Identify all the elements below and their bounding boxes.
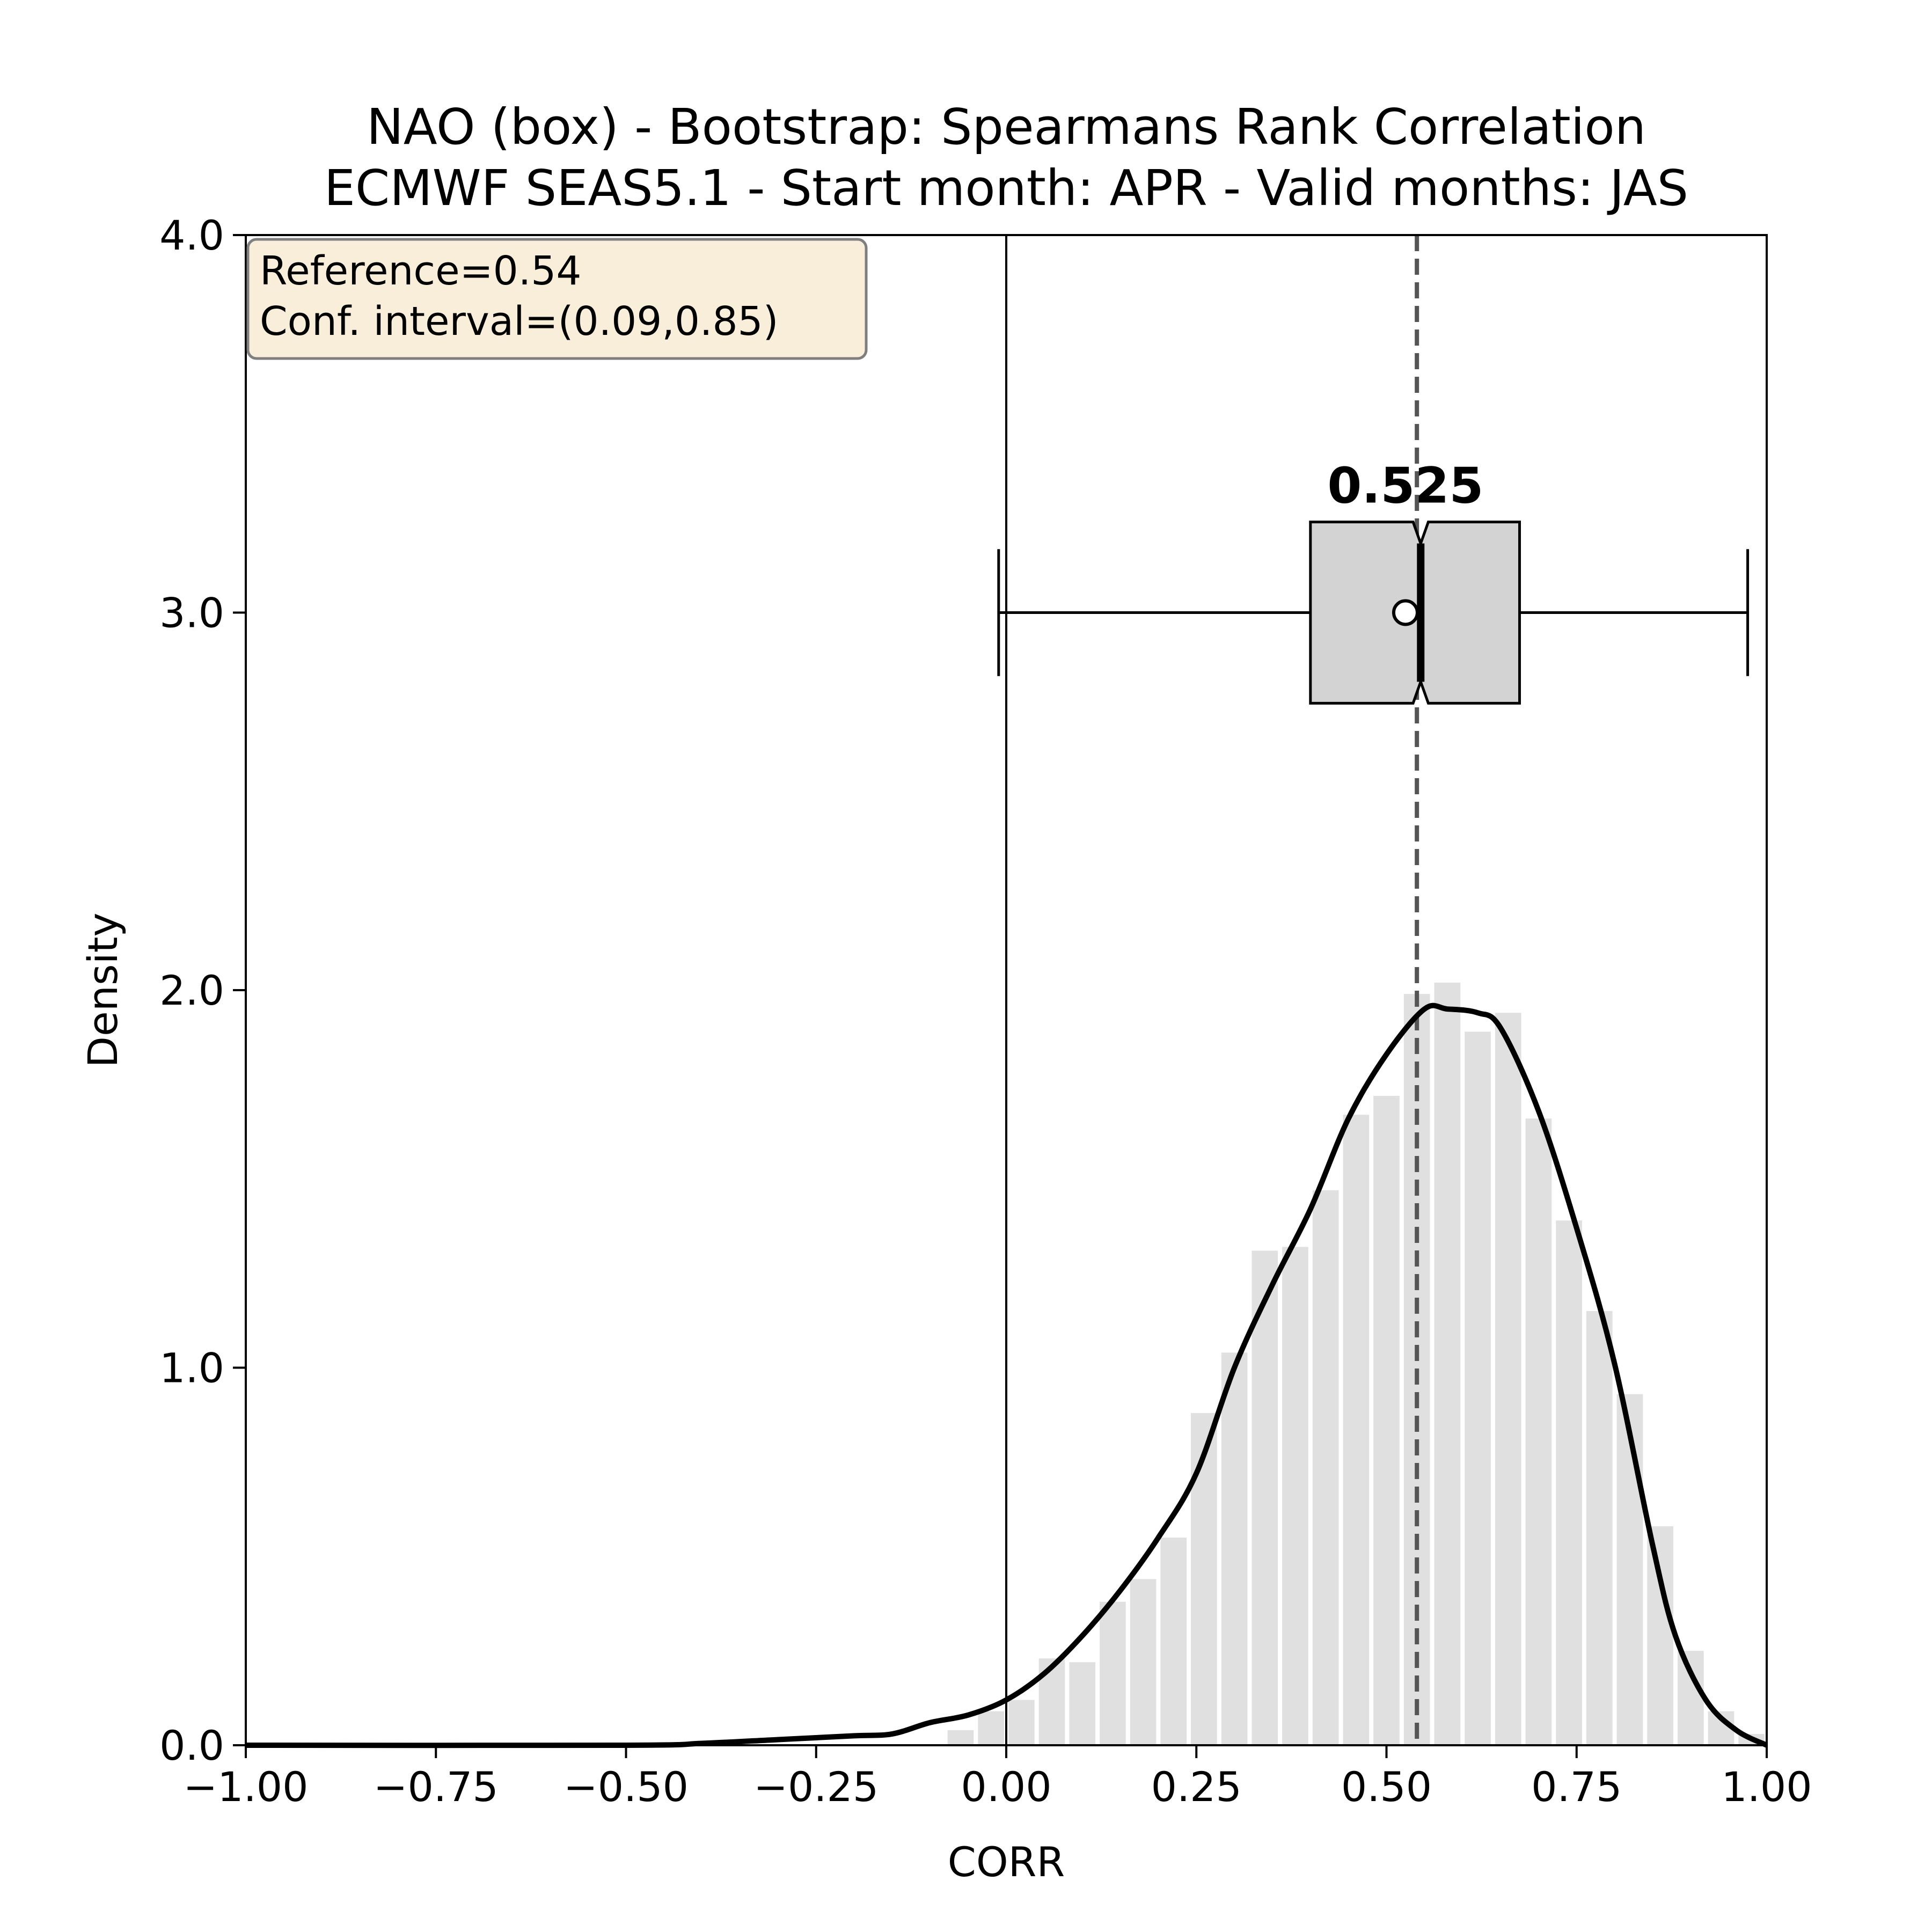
x-tick-label-3: −0.25	[753, 1763, 879, 1811]
histogram-bar-23	[1647, 1526, 1673, 1745]
histogram-bar-21	[1586, 1311, 1613, 1745]
histogram-bar-24	[1677, 1651, 1704, 1745]
info-box-reference-text: Reference=0.54	[260, 248, 581, 294]
boxplot: 0.525	[997, 457, 1750, 705]
x-axis-label: CORR	[948, 1838, 1065, 1886]
histogram-bar-7	[1160, 1538, 1187, 1745]
histogram-bar-11	[1282, 1247, 1308, 1745]
histogram-bar-1	[978, 1711, 1004, 1745]
histogram-bar-14	[1373, 1095, 1400, 1745]
box-mean-marker	[1392, 599, 1419, 626]
histogram-bar-19	[1525, 1118, 1552, 1745]
histogram-bar-5	[1100, 1601, 1126, 1745]
x-axis-ticks: −1.00 −0.75 −0.50 −0.25 0.00 0.25 0.50 0.75 1.00	[184, 1745, 1812, 1811]
histogram-bar-6	[1130, 1579, 1157, 1745]
y-axis-ticks: 0.0 1.0 2.0 3.0 4.0	[159, 211, 246, 1769]
histogram-bar-22	[1616, 1394, 1643, 1745]
x-tick-label-2: −0.50	[564, 1763, 689, 1811]
histogram-bar-8	[1191, 1413, 1217, 1745]
histogram-bar-12	[1312, 1190, 1339, 1745]
y-axis-label: Density	[79, 913, 127, 1068]
histogram-bar-4	[1069, 1662, 1096, 1745]
y-tick-label-0: 0.0	[159, 1722, 224, 1769]
kde-curve	[245, 1002, 1768, 1748]
histogram-bar-10	[1252, 1250, 1278, 1745]
y-tick-label-2: 2.0	[159, 967, 224, 1014]
kde-curve-layer	[245, 1002, 1768, 1748]
histogram-bar-0	[947, 1730, 974, 1745]
box-mean-label: 0.525	[1327, 457, 1483, 515]
x-tick-label-4: 0.00	[961, 1763, 1051, 1811]
histogram-bar-16	[1434, 982, 1461, 1745]
y-tick-label-4: 4.0	[159, 211, 224, 259]
y-tick-label-3: 3.0	[159, 589, 224, 637]
x-tick-label-5: 0.25	[1151, 1763, 1242, 1811]
histogram-bar-18	[1495, 1013, 1521, 1745]
histogram-bar-13	[1343, 1115, 1370, 1745]
x-tick-label-8: 1.00	[1721, 1763, 1812, 1811]
info-box-conf-interval-text: Conf. interval=(0.09,0.85)	[260, 298, 778, 345]
histogram-bars	[947, 982, 1765, 1745]
chart-subtitle: ECMWF SEAS5.1 - Start month: APR - Valid…	[324, 159, 1688, 217]
histogram-bar-9	[1221, 1352, 1248, 1745]
histogram-bar-20	[1556, 1220, 1582, 1745]
y-tick-label-1: 1.0	[159, 1344, 224, 1392]
x-tick-label-1: −0.75	[374, 1763, 499, 1811]
reference-info-box: Reference=0.54 Conf. interval=(0.09,0.85…	[246, 238, 868, 360]
info-box-background	[246, 238, 868, 360]
x-tick-label-6: 0.50	[1341, 1763, 1432, 1811]
x-tick-label-0: −1.00	[184, 1763, 309, 1811]
reference-lines	[1005, 235, 1419, 1745]
histogram-bar-2	[1008, 1700, 1035, 1745]
histogram-bar-17	[1465, 1031, 1491, 1745]
x-tick-label-7: 0.75	[1531, 1763, 1622, 1811]
chart-title: NAO (box) - Bootstrap: Spearmans Rank Co…	[367, 98, 1646, 156]
